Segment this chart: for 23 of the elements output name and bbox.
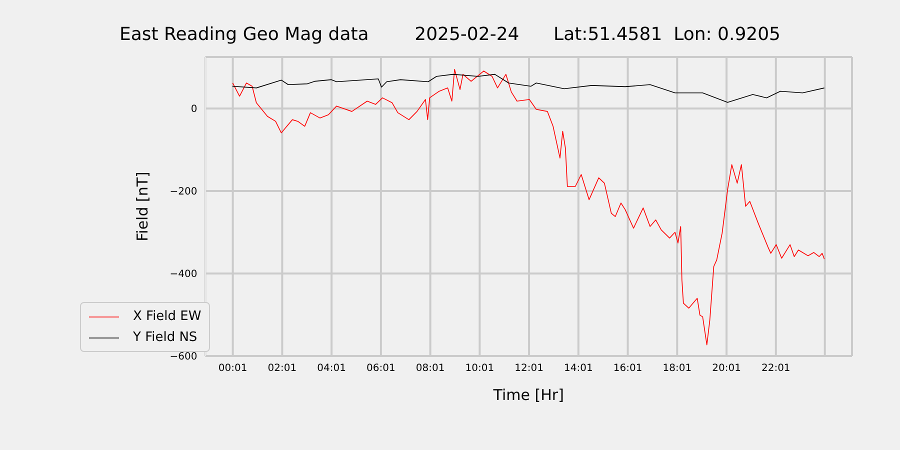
line-series	[232, 74, 825, 103]
x-tick-label: 10:01	[465, 363, 494, 374]
x-tick-label: 20:01	[712, 363, 741, 374]
y-tick-label: −600	[170, 352, 198, 363]
x-tick-label: 08:01	[416, 363, 445, 374]
x-tick-label: 00:01	[218, 363, 248, 374]
x-tick-label: 18:01	[662, 363, 692, 374]
x-tick-label: 06:01	[366, 363, 396, 374]
x-tick-label: 14:01	[564, 363, 593, 374]
x-tick-label: 12:01	[514, 363, 544, 374]
x-axis-title: Time [Hr]	[492, 386, 564, 404]
y-tick-label: 0	[190, 104, 198, 116]
x-tick-label: 22:01	[761, 363, 790, 374]
y-axis-title: Field [nT]	[134, 172, 152, 242]
legend-label: X Field EW	[133, 309, 202, 324]
legend-label: Y Field NS	[133, 330, 198, 345]
line-series	[232, 68, 825, 346]
x-tick-label: 16:01	[613, 363, 642, 374]
y-tick-label: −400	[170, 269, 198, 280]
chart-title: East Reading Geo Mag data 2025-02-24 Lat:51.4581 Lon: 0.9205	[118, 24, 782, 45]
y-tick-label: −200	[170, 186, 198, 198]
x-tick-label: 02:01	[268, 363, 297, 374]
x-tick-label: 04:01	[317, 363, 346, 374]
